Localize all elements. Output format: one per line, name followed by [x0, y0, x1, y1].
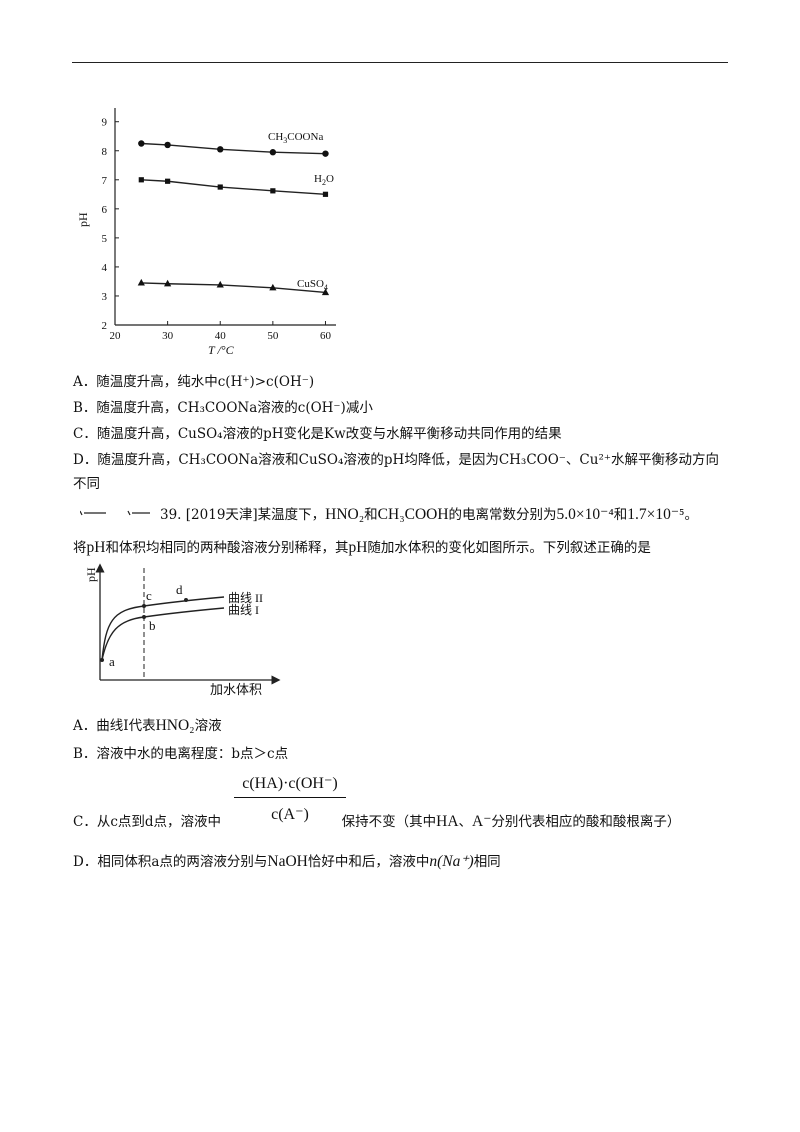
q39-option-a: A．曲线Ⅰ代表HNO₂溶液: [73, 717, 222, 734]
point-H2O: [322, 191, 329, 197]
point-H2O: [165, 178, 171, 184]
ph-temperature-chart: 20 30 40 50 60 2 3 4 5 6 7 8 9 pH T /°C CH3COONa H2O…: [76, 108, 336, 357]
point-CuSO4: [137, 278, 145, 286]
label-d: d: [176, 582, 183, 597]
chart2-series-1-label: 曲线 I: [228, 603, 259, 617]
chart1-xtick-label: 30: [162, 330, 174, 342]
fraction-denominator: c(A⁻): [271, 806, 309, 823]
q39-option-c: C．从c点到d点，溶液中 保持不变（其中HA、A⁻分别代表相应的酸和酸根离子）: [73, 813, 681, 830]
point-b: [142, 615, 146, 619]
chart1-label-ch3coona: CH3COONa: [268, 131, 323, 145]
label-b: b: [149, 618, 156, 633]
k-ch3cooh: 1.7×10⁻⁵: [627, 506, 685, 523]
point-c: [142, 604, 146, 608]
q38-option-d: D．随温度升高，CH₃COONa溶液和CuSO₄溶液的pH均降低，是因为CH₃C…: [73, 452, 719, 468]
chart1-ytick-label: 7: [102, 175, 108, 187]
chart2-xlabel: 加水体积: [210, 682, 262, 697]
point-CH3COONa: [269, 149, 277, 156]
point-CuSO4: [321, 288, 330, 296]
top-rule: [72, 62, 728, 63]
point-CuSO4: [269, 283, 277, 291]
chart2-series-2-label: 曲线 II: [228, 591, 263, 605]
q39-stem-line1: 39. [2019天津]某温度下，HNO₂和CH₃COOH的电离常数分别为5.0…: [160, 506, 698, 523]
chart1-xtick-label: 60: [320, 330, 332, 342]
q38-option-c: C．随温度升高，CuSO₄溶液的pH变化是Kw改变与水解平衡移动共同作用的结果: [73, 426, 562, 442]
q39-option-d: D．相同体积a点的两溶液分别与NaOH恰好中和后，溶液中n(Na⁺)相同: [73, 853, 501, 870]
ch3cooh-formula: CH₃COOH: [377, 506, 449, 523]
chart1-ylabel: pH: [76, 212, 90, 227]
dilution-chart: pH 加水体积 曲线 II 曲线 I a b c d: [84, 563, 281, 697]
chart1-label-cuso4: CuSO4: [297, 278, 328, 292]
label-c: c: [146, 588, 152, 603]
chart1-xlabel: T /°C: [208, 343, 235, 357]
chart1-ytick-label: 4: [102, 262, 108, 274]
chart1-ytick-label: 3: [102, 291, 108, 303]
k-hno2: 5.0×10⁻⁴: [556, 506, 614, 523]
q39-stem-line2: 将pH和体积均相同的两种酸溶液分别稀释，其pH随加水体积的变化如图所示。下列叙述…: [73, 539, 651, 556]
curve-1: [101, 607, 225, 661]
q39-number: 39.: [160, 507, 182, 523]
label-a: a: [109, 654, 115, 669]
q38-option-a: A．随温度升高，纯水中c(H⁺)>c(OH⁻): [73, 374, 315, 390]
q39-source: [2019天津]某温度下，: [185, 507, 326, 523]
point-CH3COONa: [217, 146, 224, 153]
ratio-fraction: c(HA)·c(OH⁻) c(A⁻): [234, 773, 346, 824]
chart1-ytick-label: 6: [102, 204, 108, 216]
answer-blank-marks: [79, 507, 150, 519]
point-d: [184, 598, 188, 602]
chart1-ytick-label: 2: [102, 320, 108, 332]
chart1-marks: [137, 140, 330, 296]
point-H2O: [270, 188, 276, 194]
point-H2O: [138, 177, 144, 183]
point-CH3COONa: [164, 141, 171, 149]
chart1-xtick-label: 50: [267, 330, 279, 342]
chart1-label-h2o: H2O: [314, 173, 334, 187]
chart2-ylabel: pH: [84, 567, 98, 582]
q39-option-b: B．溶液中水的电离程度：b点＞c点: [73, 746, 289, 762]
chart1-ytick-label: 8: [102, 146, 108, 158]
point-CuSO4: [216, 280, 224, 288]
hno2-formula: HNO₂: [325, 506, 365, 523]
curve-2: [101, 596, 225, 661]
point-CuSO4: [164, 279, 172, 287]
point-H2O: [217, 184, 223, 190]
chart1-ytick-label: 5: [102, 233, 108, 245]
q38-option-d-cont: 不同: [73, 476, 100, 492]
chart1-ytick-label: 9: [102, 117, 108, 129]
point-CH3COONa: [138, 140, 145, 147]
chart1-xtick-label: 20: [110, 330, 122, 342]
point-CH3COONa: [322, 150, 329, 157]
fraction-numerator: c(HA)·c(OH⁻): [234, 773, 346, 798]
point-a: [100, 658, 104, 662]
chart1-axes: 20 30 40 50 60 2 3 4 5 6 7 8 9: [102, 108, 336, 342]
chart1-xtick-label: 40: [215, 330, 227, 342]
q38-option-b: B．随温度升高，CH₃COONa溶液的c(OH⁻)减小: [73, 400, 373, 416]
